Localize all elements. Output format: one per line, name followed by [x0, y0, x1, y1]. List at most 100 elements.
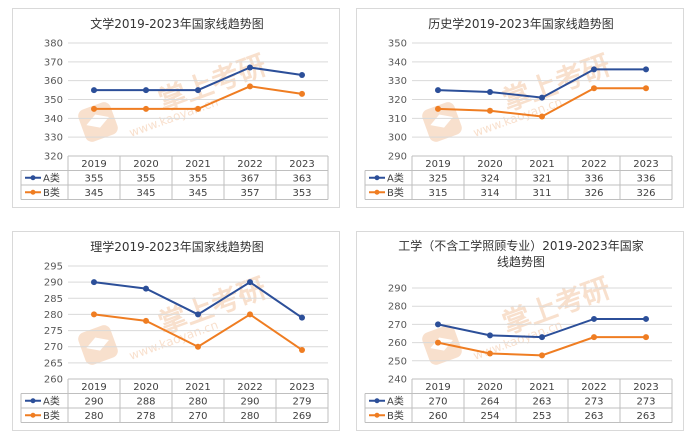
data-label: 270 [428, 397, 447, 408]
x-tick-label: 2023 [289, 382, 314, 393]
legend-label-a: A类 [43, 395, 60, 408]
data-label: 345 [188, 188, 207, 199]
legend-label-b: B类 [387, 409, 404, 422]
data-label: 314 [480, 188, 499, 199]
series-b-point [487, 107, 493, 114]
legend-key-a [369, 175, 385, 181]
x-tick-label: 2023 [633, 382, 658, 393]
series-a-point [539, 334, 545, 341]
data-label: 288 [136, 397, 155, 408]
data-label: 273 [584, 397, 603, 408]
y-tick-label: 260 [44, 375, 63, 386]
y-tick-label: 290 [388, 284, 407, 295]
chart-svg: 理学2019-2023年国家线趋势图掌上考研www.kaoyan.cn26026… [20, 239, 329, 423]
data-label: 280 [84, 411, 103, 422]
x-tick-label: 2020 [477, 382, 502, 393]
y-tick-label: 320 [44, 152, 63, 163]
data-label: 311 [532, 188, 551, 199]
chart-title: 线趋势图 [497, 255, 545, 269]
series-a-point [643, 315, 649, 322]
legend-label-a: A类 [387, 395, 404, 408]
y-tick-label: 250 [388, 356, 407, 367]
data-label: 326 [636, 188, 655, 199]
data-label: 263 [532, 397, 551, 408]
chart-title: 工学（不含工学照顾专业）2019-2023年国家 [398, 238, 643, 253]
series-a-point [487, 332, 493, 339]
legend-label-a: A类 [387, 172, 404, 185]
y-tick-label: 260 [388, 338, 407, 349]
data-label: 355 [84, 174, 103, 185]
series-b-point [91, 311, 97, 318]
series-b-point [539, 113, 545, 120]
series-a-point [247, 279, 253, 286]
series-a-point [435, 321, 441, 328]
graduation-cap-logo-icon [422, 102, 462, 142]
graduation-cap-logo-icon [422, 325, 462, 365]
series-a-point [195, 311, 201, 318]
x-tick-label: 2022 [237, 382, 262, 393]
data-label: 355 [136, 174, 155, 185]
legend-key-b [369, 189, 385, 195]
series-b-point [299, 90, 305, 97]
y-tick-label: 290 [44, 278, 63, 289]
data-label: 315 [428, 188, 447, 199]
y-tick-label: 280 [44, 310, 63, 321]
data-label: 345 [84, 188, 103, 199]
series-a-point [643, 66, 649, 73]
series-b-point [591, 334, 597, 341]
y-tick-label: 320 [388, 95, 407, 106]
y-tick-label: 350 [388, 39, 407, 50]
series-b-point [435, 105, 441, 112]
series-a-point [299, 72, 305, 79]
legend-label-b: B类 [387, 186, 404, 199]
legend-label-b: B类 [43, 186, 60, 199]
series-a-point [143, 87, 149, 94]
series-a-point [91, 279, 97, 286]
graduation-cap-logo-icon [78, 325, 118, 365]
series-a-point [539, 94, 545, 101]
data-label: 326 [584, 188, 603, 199]
data-label: 353 [292, 188, 311, 199]
x-tick-label: 2021 [185, 159, 210, 170]
data-label: 264 [480, 397, 499, 408]
data-label: 367 [240, 174, 259, 185]
series-b-point [299, 346, 305, 353]
y-tick-label: 280 [388, 302, 407, 313]
data-label: 253 [532, 411, 551, 422]
legend-key-a [369, 398, 385, 404]
data-label: 280 [240, 411, 259, 422]
chart-title: 历史学2019-2023年国家线趋势图 [428, 16, 613, 31]
y-tick-label: 340 [44, 114, 63, 125]
legend-key-b [369, 412, 385, 418]
series-b-point [591, 85, 597, 92]
series-b-point [643, 85, 649, 92]
series-a-point [435, 87, 441, 94]
x-tick-label: 2020 [477, 159, 502, 170]
x-tick-label: 2021 [185, 382, 210, 393]
series-b-point [247, 311, 253, 318]
data-label: 254 [480, 411, 499, 422]
x-tick-label: 2021 [529, 382, 554, 393]
series-b-point [143, 317, 149, 324]
y-tick-label: 300 [388, 133, 407, 144]
data-label: 324 [480, 174, 499, 185]
graduation-cap-logo-icon [78, 102, 118, 142]
y-tick-label: 265 [44, 358, 63, 369]
data-label: 290 [84, 397, 103, 408]
y-tick-label: 310 [388, 114, 407, 125]
data-table: 2019 2020 2021 2022 2023 A类 355 355 355 367 363 B类 3… [20, 155, 329, 200]
data-label: 363 [292, 174, 311, 185]
series-a-point [247, 64, 253, 71]
series-b-point [643, 334, 649, 341]
x-tick-label: 2019 [81, 382, 106, 393]
y-tick-label: 370 [44, 57, 63, 68]
chart-panel-science: 理学2019-2023年国家线趋势图 掌上考研 www.kaoyan.cn 260 26… [12, 231, 340, 431]
data-label: 278 [136, 411, 155, 422]
legend-key-b [25, 189, 41, 195]
y-tick-label: 290 [388, 152, 407, 163]
chart-panel-history: 历史学2019-2023年国家线趋势图 掌上考研 www.kaoyan.cn 290 3… [356, 8, 684, 208]
series-b-point [435, 339, 441, 346]
x-tick-label: 2023 [289, 159, 314, 170]
series-b-point [91, 105, 97, 112]
